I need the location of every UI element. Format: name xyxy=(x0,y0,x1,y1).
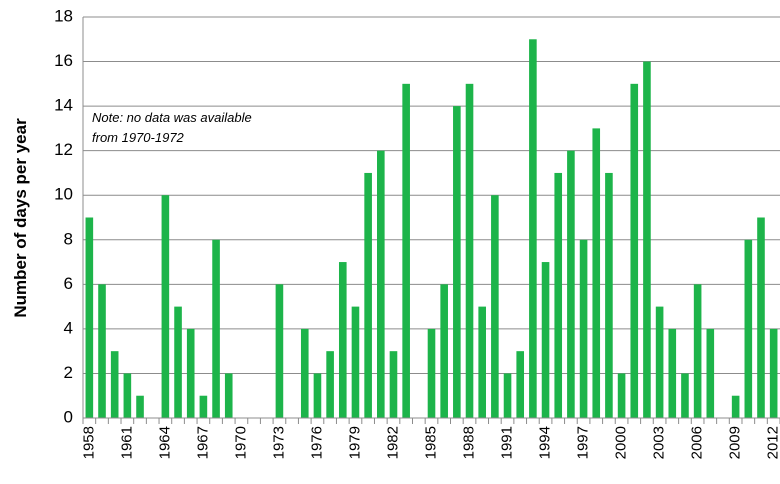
bar xyxy=(693,284,702,418)
bar xyxy=(110,351,119,418)
x-tick-label: 1970 xyxy=(232,426,249,459)
bar xyxy=(744,239,753,418)
bar xyxy=(579,239,588,418)
y-tick-label: 0 xyxy=(64,407,73,426)
x-tick-label: 1994 xyxy=(537,426,554,459)
bar xyxy=(389,351,398,418)
bar xyxy=(338,262,347,418)
bar xyxy=(427,328,436,418)
annotation: from 1970-1972 xyxy=(92,130,185,145)
bar xyxy=(186,328,195,418)
bar xyxy=(605,172,613,418)
bar xyxy=(199,395,208,418)
y-tick-label: 6 xyxy=(64,274,73,293)
y-tick-label: 4 xyxy=(64,318,73,337)
x-tick-label: 2006 xyxy=(689,426,706,459)
bar xyxy=(478,306,486,418)
bar xyxy=(541,262,550,418)
x-tick-label: 2003 xyxy=(651,426,668,459)
x-tick-label: 1958 xyxy=(80,426,97,459)
y-tick-label: 2 xyxy=(64,363,73,382)
y-tick-label: 8 xyxy=(64,229,73,248)
y-tick-label: 10 xyxy=(54,185,73,204)
x-tick-label: 1985 xyxy=(422,426,439,459)
bar xyxy=(554,172,563,418)
bar xyxy=(351,306,360,418)
x-tick-label: 1988 xyxy=(460,426,477,459)
bar xyxy=(313,373,322,418)
bar xyxy=(465,83,474,418)
bar xyxy=(503,373,512,418)
bar xyxy=(731,395,740,418)
bar xyxy=(377,150,385,418)
bar xyxy=(123,373,132,418)
bar xyxy=(136,395,144,418)
annotation: Note: no data was available xyxy=(92,110,252,125)
bar xyxy=(440,284,448,418)
bar xyxy=(630,83,639,418)
bar xyxy=(757,217,765,418)
bar xyxy=(592,128,601,418)
x-tick-label: 2009 xyxy=(727,426,744,459)
bar xyxy=(326,351,334,418)
bar xyxy=(98,284,106,418)
bar xyxy=(655,306,664,418)
bar xyxy=(453,106,461,418)
y-tick-label: 16 xyxy=(54,51,73,70)
x-tick-label: 1967 xyxy=(194,426,211,459)
x-tick-label: 2000 xyxy=(613,426,630,459)
bar xyxy=(364,172,372,418)
x-tick-label: 2012 xyxy=(765,426,780,459)
x-tick-label: 1961 xyxy=(118,426,135,459)
bar xyxy=(529,39,537,419)
bar xyxy=(174,306,182,418)
bar xyxy=(212,239,220,418)
x-tick-label: 1973 xyxy=(270,426,287,459)
x-tick-label: 1976 xyxy=(308,426,325,459)
bar xyxy=(617,373,626,418)
x-tick-label: 1997 xyxy=(575,426,592,459)
bar xyxy=(491,195,499,418)
bar xyxy=(300,328,309,418)
bar xyxy=(224,373,233,418)
bar xyxy=(643,61,651,419)
y-tick-label: 14 xyxy=(54,96,73,115)
y-axis-label: Number of days per year xyxy=(11,118,30,318)
bar xyxy=(681,373,689,418)
bar xyxy=(567,150,575,418)
x-tick-label: 1964 xyxy=(156,426,173,459)
bar xyxy=(706,328,715,418)
bar xyxy=(275,284,284,418)
x-tick-label: 1982 xyxy=(384,426,401,459)
bar xyxy=(85,217,94,418)
bar xyxy=(769,328,778,418)
bar xyxy=(161,195,170,418)
bar xyxy=(402,83,410,418)
y-tick-label: 12 xyxy=(54,140,73,159)
x-tick-label: 1979 xyxy=(346,426,363,459)
y-tick-label: 18 xyxy=(54,6,73,25)
bar xyxy=(668,328,677,418)
bar xyxy=(516,351,525,418)
x-tick-label: 1991 xyxy=(499,426,516,459)
